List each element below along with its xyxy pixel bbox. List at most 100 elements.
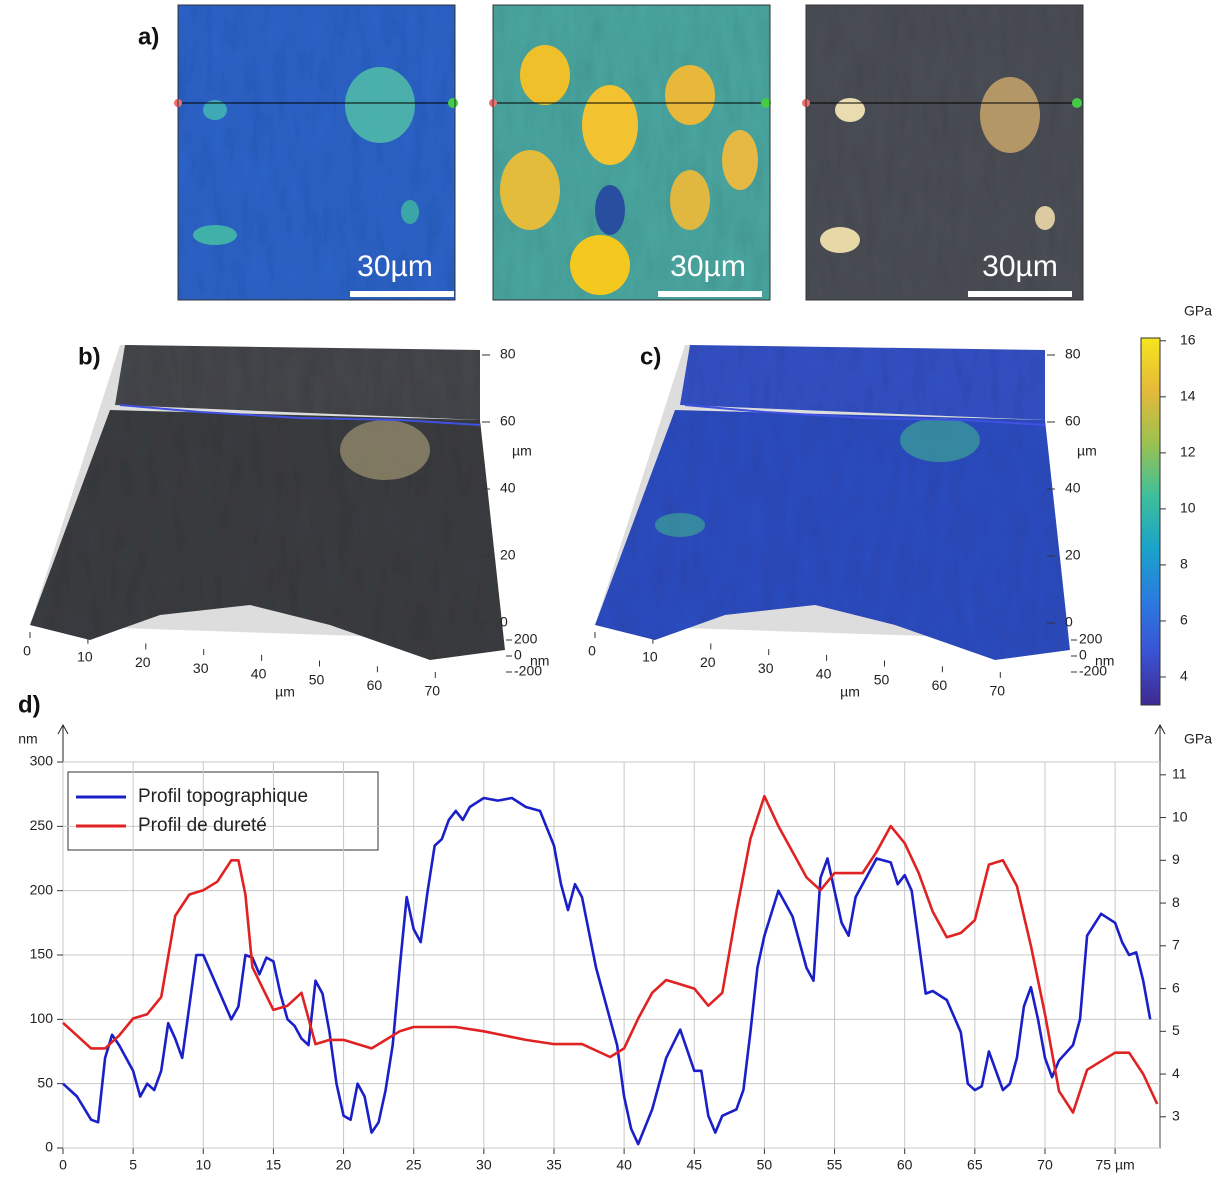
x-tick-label: 5 [129,1157,137,1173]
x-tick-label: 20 [700,654,716,670]
y-tick-label: 200 [30,881,54,897]
x-tick-label: 30 [476,1157,492,1173]
y-tick-label: 20 [1065,547,1081,563]
x-tick-label: 50 [757,1157,773,1173]
x-tick-label: 0 [23,643,31,659]
y2-tick-label: 6 [1172,979,1180,995]
y2-tick-label: 10 [1172,808,1188,824]
y-tick-label: 20 [500,547,516,563]
colorbar [1140,337,1161,706]
x-tick-label: 25 [406,1157,422,1173]
x-tick-label: 10 [642,648,658,664]
x-tick-label: 40 [816,666,832,682]
y-axis-label: µm [1077,443,1097,459]
legend-label: Profil de dureté [138,815,267,836]
z-tick-label: 200 [514,631,538,647]
y2-tick-label: 8 [1172,894,1180,910]
y2-tick-label: 11 [1172,766,1187,782]
image-optical [806,5,1083,300]
panel-b-surface [30,345,505,660]
x-tick-label: 0 [59,1157,67,1173]
y-axis-label: µm [512,443,532,459]
y-axis-label: nm [18,731,37,747]
data-line [62,794,1159,1114]
x-tick-label: 60 [932,677,948,693]
colorbar-tick-label: 14 [1180,388,1196,404]
x-tick-label: 20 [135,654,151,670]
x-tick-label: 40 [251,666,267,682]
x-tick-label: 50 [309,671,325,687]
y-tick-label: 0 [45,1139,53,1155]
y-tick-label: 0 [1065,614,1073,630]
legend-label: Profil topographique [138,786,308,807]
y2-tick-label: 5 [1172,1022,1180,1038]
z-tick-label: 200 [1079,631,1103,647]
y-tick-label: 100 [30,1010,54,1026]
image-topo [178,5,455,300]
z-axis-label: nm [1095,653,1114,669]
y2-tick-label: 3 [1172,1107,1180,1123]
panel-label: b) [78,343,101,370]
panel-label: d) [18,691,41,718]
x-tick-label: 30 [758,660,774,676]
x-tick-label: 30 [193,660,209,676]
x-axis-label: µm [275,684,295,700]
x-tick-label: 10 [195,1157,211,1173]
panel-a: 30µm 30µm 30µm a) [138,4,1084,301]
z-tick-label: 0 [1079,647,1087,663]
y2-tick-label: 9 [1172,851,1180,867]
panel-c-surface [595,345,1070,660]
colorbar-tick-label: 10 [1180,500,1196,516]
x-tick-label: 0 [588,643,596,659]
panel-label: a) [138,23,159,50]
x-tick-label: 60 [367,677,383,693]
x-tick-label: 40 [616,1157,632,1173]
colorbar-title: GPa [1184,303,1212,319]
data-line [62,796,1152,1146]
x-tick-label: 10 [77,648,93,664]
colorbar-tick-label: 12 [1180,444,1196,460]
y-tick-label: 80 [1065,346,1081,362]
z-tick-label: -200 [1079,663,1107,679]
z-tick-label: 0 [514,647,522,663]
x-tick-label: 45 [686,1157,702,1173]
scale-label: 30µm [357,250,433,283]
y-tick-label: 80 [500,346,516,362]
x-tick-label: 20 [336,1157,352,1173]
x-tick-label: 15 [266,1157,282,1173]
x-tick-label: 50 [874,671,890,687]
y-tick-label: 300 [30,753,54,769]
colorbar-tick-label: 4 [1180,668,1188,684]
x-tick-label: 75 µm [1096,1157,1135,1173]
z-tick-label: -200 [514,663,542,679]
y-tick-label: 60 [1065,413,1081,429]
scale-label: 30µm [982,250,1058,283]
x-tick-label: 60 [897,1157,913,1173]
colorbar-tick-label: 6 [1180,612,1188,628]
x-tick-label: 55 [827,1157,843,1173]
y-tick-label: 0 [500,614,508,630]
scale-bars [350,291,1072,297]
image-frames [177,4,1084,301]
x-tick-label: 70 [1037,1157,1053,1173]
y-tick-label: 60 [500,413,516,429]
x-tick-label: 35 [546,1157,562,1173]
y2-axis-label: GPa [1184,731,1212,747]
y-tick-label: 50 [37,1074,53,1090]
panel-label: c) [640,343,661,370]
y-tick-label: 40 [500,480,516,496]
x-tick-label: 65 [967,1157,983,1173]
legend [67,771,379,851]
y-tick-label: 250 [30,817,54,833]
y-tick-label: 150 [30,946,54,962]
y2-tick-label: 4 [1172,1065,1180,1081]
z-axis-label: nm [530,653,549,669]
scale-label: 30µm [670,250,746,283]
x-tick-label: 70 [425,683,441,699]
y2-tick-label: 7 [1172,937,1180,953]
axis-arrows [57,723,1166,762]
image-hardness [493,5,770,300]
x-tick-label: 70 [990,683,1006,699]
x-axis-label: µm [840,684,860,700]
